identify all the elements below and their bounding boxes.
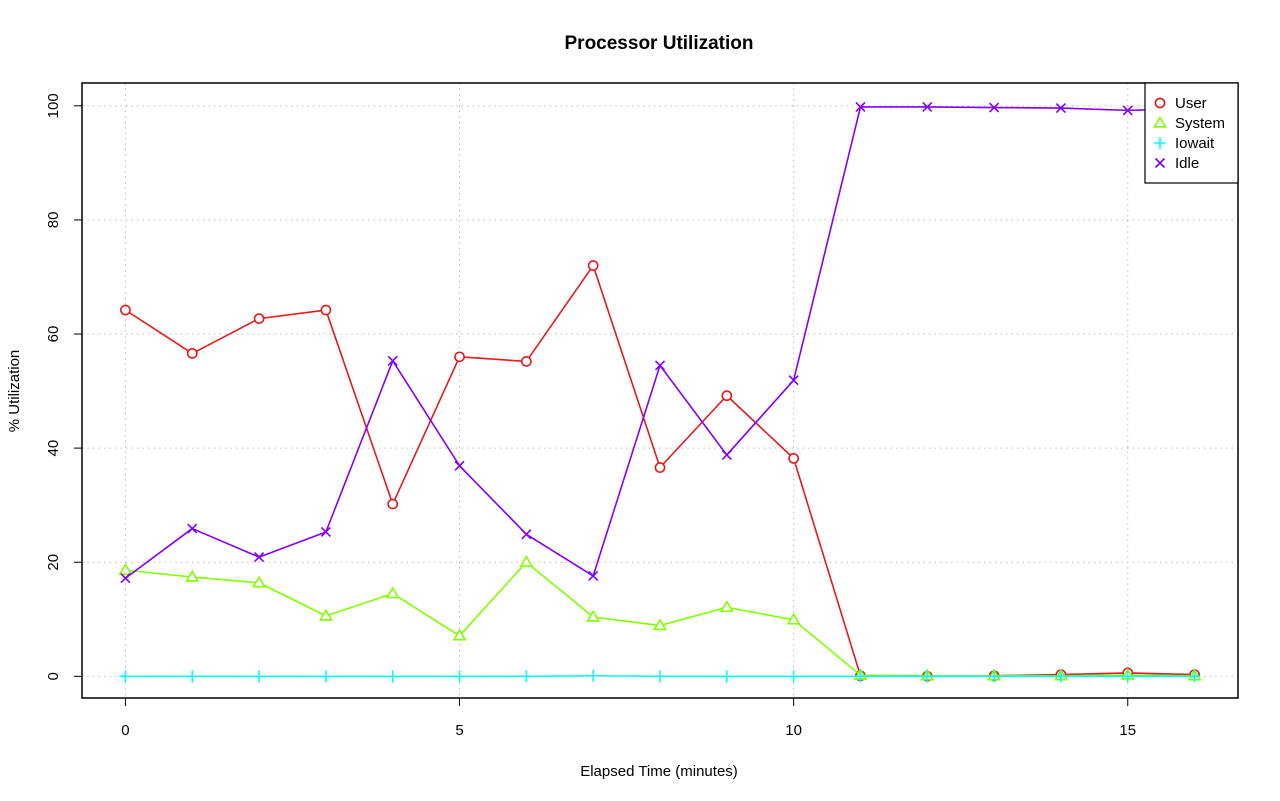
data-point [254,552,265,563]
y-tick-label: 100 [45,93,62,118]
data-point [988,670,1001,683]
data-point [454,351,465,363]
data-point [452,628,467,641]
data-point [520,356,532,367]
data-point [185,569,200,582]
data-point [721,390,733,402]
data-point [922,101,933,113]
data-point [788,452,800,464]
data-point [119,670,132,683]
legend-label: User [1175,95,1207,112]
data-point [253,313,265,325]
data-point [721,449,732,461]
data-point [921,670,934,683]
data-point [318,608,333,621]
data-point [586,609,601,622]
legend-item-idle: Idle [1154,155,1199,172]
data-point [387,355,398,366]
y-tick-label: 20 [45,554,62,571]
data-point [1154,157,1166,169]
data-point [1154,97,1166,109]
x-tick-label: 0 [121,722,129,739]
data-point [1122,105,1133,116]
axis-layer: 0 5 10 15 0 20 40 60 80 100 [45,93,1136,739]
data-point [521,529,532,540]
legend-label: System [1175,115,1225,132]
data-point [989,102,1000,113]
series-iowait [119,669,1201,683]
x-tick-label: 10 [785,722,802,739]
data-point [386,670,399,683]
data-point [587,260,599,271]
data-point [319,670,332,683]
y-tick-label: 40 [45,440,62,457]
data-point [186,348,198,359]
data-point [653,618,667,631]
plot-frame [81,82,1239,699]
y-tick-label: 80 [45,212,62,229]
legend-label: Iowait [1175,135,1215,152]
legend-item-iowait: Iowait [1154,135,1215,152]
y-tick-label: 60 [45,326,62,343]
data-point [120,573,131,584]
legend-item-user: User [1154,95,1207,112]
data-point [1055,103,1066,114]
data-point [385,586,400,599]
data-point [787,670,800,683]
data-point [454,460,465,471]
series-idle [120,101,1200,584]
series-user [120,260,1200,682]
data-point [320,304,332,316]
data-point [654,670,666,683]
data-point [186,670,199,683]
data-point [1054,670,1067,683]
data-point [786,612,801,625]
y-axis-label: % Utilization [6,350,23,433]
data-point [519,555,534,567]
data-point [187,523,198,534]
y-tick-label: 0 [45,672,62,680]
data-point [587,669,600,682]
data-point [1121,670,1134,683]
data-point [253,670,266,683]
data-point [453,670,466,683]
legend-item-system: System [1153,115,1225,132]
data-point [1153,115,1167,128]
data-point [654,360,666,371]
legend-box [1144,82,1239,184]
x-tick-label: 5 [455,722,463,739]
series-line [124,106,1195,579]
chart-title: Processor Utilization [565,33,754,54]
x-axis-label: Elapsed Time (minutes) [580,763,738,780]
data-point [855,101,866,113]
data-point [788,375,799,386]
data-point [1188,670,1201,683]
series-layer [118,101,1202,683]
data-point [118,563,133,575]
data-point [588,570,599,581]
data-point [387,498,399,510]
data-point [1154,137,1166,149]
data-point [854,670,867,683]
data-point [520,670,533,683]
data-point [720,670,733,683]
x-tick-label: 15 [1119,722,1136,739]
grid-layer [82,83,1238,698]
series-system [118,555,1202,681]
legend: User System Iowait Idle [1144,82,1239,184]
legend-label: Idle [1175,155,1199,172]
data-point [252,575,267,588]
data-point [654,462,666,473]
data-point [120,304,131,316]
data-point [719,600,734,613]
data-point [320,526,331,538]
